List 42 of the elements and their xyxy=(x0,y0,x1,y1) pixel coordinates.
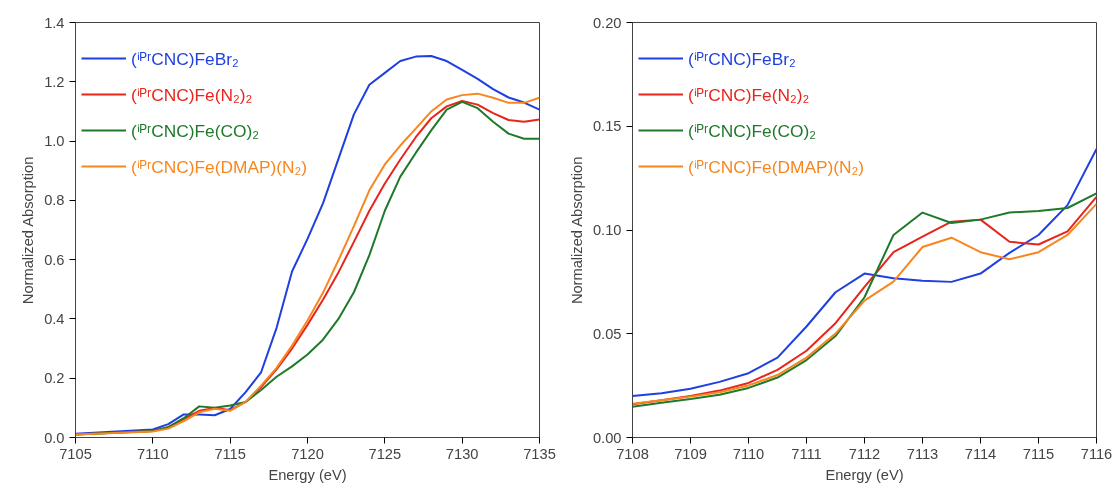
x-tick-label: 7115 xyxy=(1022,445,1055,462)
y-tick-label: 1.0 xyxy=(44,133,65,150)
y-tick-label: 1.2 xyxy=(44,73,65,90)
y-tick-label: 0.2 xyxy=(44,370,65,387)
x-tick-label: 7110 xyxy=(732,445,765,462)
y-axis-title: Normalized Absorption xyxy=(20,156,37,305)
y-tick-label: 0.10 xyxy=(592,222,622,238)
x-tick-label: 7120 xyxy=(291,445,324,462)
legend-label: (ⁱᴾʳCNC)FeBr₂ xyxy=(688,48,796,70)
y-tick-label: 0.00 xyxy=(592,429,622,446)
x-tick-label: 7110 xyxy=(137,445,169,462)
y-tick-label: 0.8 xyxy=(44,192,65,209)
x-tick-label: 7114 xyxy=(964,445,997,462)
legend-label: (ⁱᴾʳCNC)Fe(CO)₂ xyxy=(131,120,259,142)
x-tick-label: 7105 xyxy=(59,445,92,462)
y-tick-label: 0.0 xyxy=(44,429,65,446)
y-tick-label: 0.6 xyxy=(44,251,65,268)
legend-label: (ⁱᴾʳCNC)FeBr₂ xyxy=(131,48,239,70)
y-tick-label: 1.4 xyxy=(44,14,65,31)
legend-label: (ⁱᴾʳCNC)Fe(DMAP)(N₂) xyxy=(131,156,308,178)
line-series xyxy=(632,148,1097,397)
y-tick-label: 0.4 xyxy=(44,310,65,327)
y-tick-label: 0.20 xyxy=(592,14,622,31)
x-tick-label: 7108 xyxy=(616,445,649,462)
x-axis-title: Energy (eV) xyxy=(268,466,347,483)
x-tick-label: 7111 xyxy=(791,445,822,462)
y-tick-label: 0.05 xyxy=(592,325,622,342)
y-tick-label: 0.15 xyxy=(592,118,622,135)
x-tick-label: 7112 xyxy=(848,445,881,462)
x-tick-label: 7116 xyxy=(1080,445,1113,462)
x-tick-label: 7109 xyxy=(674,445,707,462)
x-tick-label: 7113 xyxy=(906,445,939,462)
x-tick-label: 7115 xyxy=(214,445,246,462)
x-tick-label: 7130 xyxy=(445,445,479,462)
x-tick-label: 7135 xyxy=(523,445,556,462)
legend-label: (ⁱᴾʳCNC)Fe(DMAP)(N₂) xyxy=(688,156,865,178)
legend-label: (ⁱᴾʳCNC)Fe(CO)₂ xyxy=(688,120,816,142)
legend-label: (ⁱᴾʳCNC)Fe(N₂)₂ xyxy=(688,84,810,106)
x-tick-label: 7125 xyxy=(368,445,402,462)
y-axis-title: Normalized Absorption xyxy=(568,156,585,305)
x-axis-title: Energy (eV) xyxy=(825,466,904,483)
legend-label: (ⁱᴾʳCNC)Fe(N₂)₂ xyxy=(131,84,253,106)
